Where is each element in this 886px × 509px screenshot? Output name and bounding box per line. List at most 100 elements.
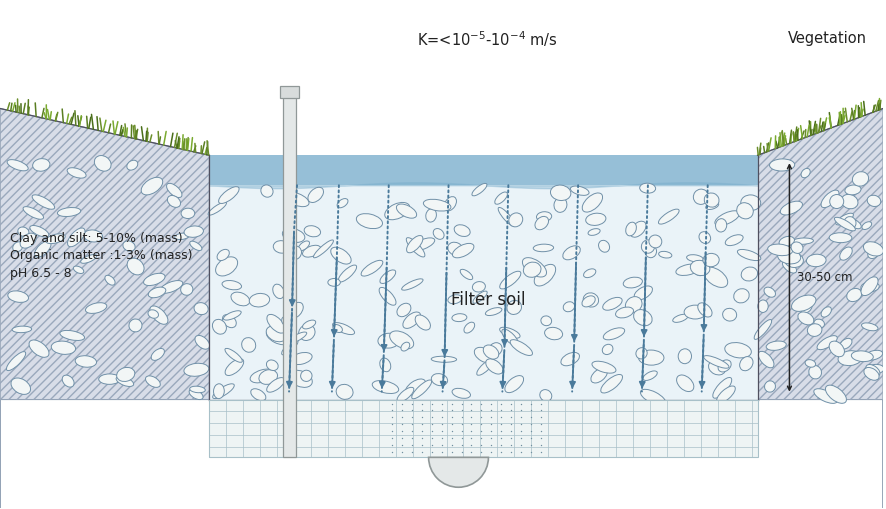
Ellipse shape [453, 243, 474, 258]
Ellipse shape [127, 160, 138, 170]
Ellipse shape [6, 352, 26, 371]
Ellipse shape [676, 264, 700, 275]
Ellipse shape [225, 348, 242, 362]
Ellipse shape [623, 277, 642, 288]
Ellipse shape [116, 376, 134, 386]
Text: Vegetation: Vegetation [788, 31, 867, 46]
Ellipse shape [524, 262, 541, 277]
Ellipse shape [184, 226, 204, 237]
Ellipse shape [282, 317, 293, 328]
Ellipse shape [378, 333, 400, 348]
Ellipse shape [433, 229, 444, 239]
Text: 30-50 cm: 30-50 cm [797, 271, 853, 284]
Ellipse shape [533, 244, 554, 251]
Ellipse shape [537, 212, 552, 221]
Ellipse shape [267, 315, 285, 333]
Ellipse shape [840, 338, 852, 349]
Ellipse shape [20, 233, 36, 248]
Ellipse shape [603, 328, 625, 340]
Ellipse shape [672, 314, 688, 322]
Ellipse shape [273, 241, 290, 253]
Ellipse shape [641, 389, 665, 406]
Ellipse shape [800, 302, 812, 313]
Ellipse shape [550, 185, 571, 201]
Ellipse shape [181, 284, 193, 295]
Ellipse shape [767, 244, 793, 256]
Ellipse shape [814, 389, 837, 403]
Ellipse shape [658, 251, 672, 258]
Ellipse shape [58, 208, 81, 216]
Ellipse shape [704, 193, 719, 207]
Ellipse shape [805, 360, 816, 367]
Ellipse shape [740, 357, 753, 371]
Ellipse shape [861, 282, 879, 292]
Ellipse shape [259, 370, 277, 384]
Ellipse shape [95, 156, 111, 171]
Ellipse shape [864, 242, 883, 256]
Ellipse shape [725, 343, 751, 358]
Ellipse shape [361, 260, 383, 276]
Ellipse shape [35, 241, 51, 257]
Ellipse shape [222, 280, 242, 290]
Ellipse shape [809, 365, 821, 379]
Ellipse shape [390, 331, 414, 349]
Ellipse shape [266, 326, 286, 342]
Ellipse shape [12, 242, 23, 252]
Ellipse shape [214, 384, 224, 399]
Text: K=<10$^{-5}$-10$^{-4}$ m/s: K=<10$^{-5}$-10$^{-4}$ m/s [416, 29, 557, 48]
Ellipse shape [806, 254, 826, 267]
Ellipse shape [412, 380, 431, 399]
Ellipse shape [616, 307, 633, 318]
Ellipse shape [764, 287, 775, 297]
Ellipse shape [291, 353, 312, 364]
Ellipse shape [67, 168, 86, 178]
Ellipse shape [602, 297, 622, 310]
Ellipse shape [273, 284, 284, 299]
Ellipse shape [781, 201, 803, 215]
Ellipse shape [709, 360, 726, 375]
Ellipse shape [758, 351, 774, 368]
Ellipse shape [703, 267, 727, 288]
Ellipse shape [231, 292, 250, 306]
Ellipse shape [431, 356, 456, 362]
Ellipse shape [444, 196, 456, 211]
Ellipse shape [51, 341, 75, 354]
Ellipse shape [861, 277, 878, 296]
Ellipse shape [379, 288, 396, 305]
Ellipse shape [7, 160, 28, 171]
Ellipse shape [592, 361, 616, 373]
Ellipse shape [289, 370, 312, 387]
Ellipse shape [563, 302, 575, 312]
Ellipse shape [460, 269, 473, 279]
Ellipse shape [694, 189, 709, 205]
Ellipse shape [302, 320, 315, 329]
Ellipse shape [486, 307, 501, 316]
Ellipse shape [452, 314, 467, 322]
Ellipse shape [380, 358, 391, 372]
Ellipse shape [45, 234, 66, 244]
Ellipse shape [145, 376, 160, 387]
Ellipse shape [844, 217, 856, 229]
Ellipse shape [189, 389, 203, 400]
Ellipse shape [217, 249, 229, 261]
Ellipse shape [267, 330, 288, 345]
Ellipse shape [634, 286, 652, 300]
Ellipse shape [267, 360, 278, 371]
Ellipse shape [692, 263, 704, 276]
Ellipse shape [866, 364, 880, 376]
Ellipse shape [372, 381, 399, 393]
Ellipse shape [195, 335, 209, 349]
Ellipse shape [643, 371, 657, 380]
Ellipse shape [29, 340, 49, 357]
Ellipse shape [798, 312, 814, 325]
Ellipse shape [18, 227, 29, 236]
Ellipse shape [626, 222, 636, 236]
Ellipse shape [510, 340, 532, 355]
Bar [280, 86, 299, 98]
Ellipse shape [829, 233, 851, 243]
Ellipse shape [705, 202, 719, 210]
Ellipse shape [861, 323, 878, 331]
Ellipse shape [223, 311, 241, 320]
Ellipse shape [83, 230, 103, 242]
Ellipse shape [718, 360, 731, 372]
